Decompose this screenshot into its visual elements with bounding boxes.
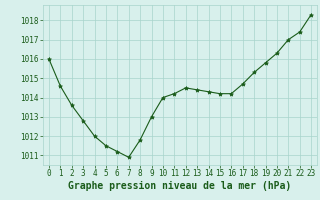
X-axis label: Graphe pression niveau de la mer (hPa): Graphe pression niveau de la mer (hPa)	[68, 181, 292, 191]
